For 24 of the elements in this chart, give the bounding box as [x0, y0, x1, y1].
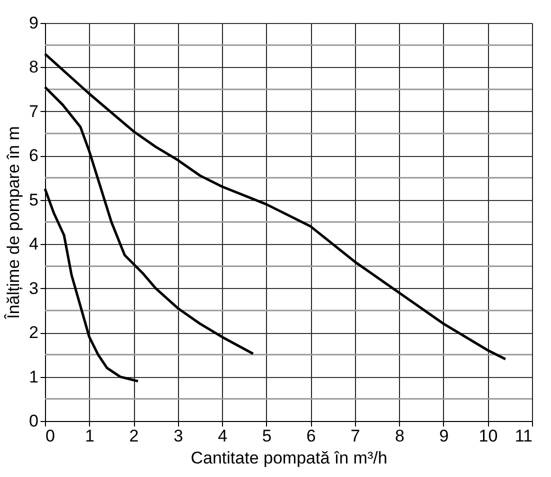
x-tick-label: 1 [85, 426, 95, 446]
y-tick-label: 2 [29, 323, 38, 342]
x-tick-label: 6 [306, 426, 316, 446]
y-tick-label: 0 [29, 412, 38, 430]
y-tick-label: 7 [29, 102, 38, 121]
x-tick-label: 11 [514, 426, 532, 446]
y-tick-label: 3 [29, 278, 38, 298]
x-tick-label: 7 [350, 426, 360, 446]
y-tick-label: 1 [29, 367, 38, 386]
x-tick-label: 4 [218, 426, 228, 446]
x-tick-label: 10 [478, 426, 498, 446]
x-tick-label: 0 [46, 426, 55, 446]
x-axis-title: Cantitate pompată în m³/h [190, 448, 388, 468]
y-tick-label: 8 [29, 58, 38, 77]
x-tick-label: 3 [174, 426, 184, 446]
y-tick-label: 5 [29, 190, 38, 210]
y-axis-title: Înălțime de pompare în m [4, 126, 24, 320]
x-tick-label: 9 [439, 426, 449, 446]
y-tick-label: 6 [29, 146, 38, 166]
x-tick-label: 8 [394, 426, 404, 446]
x-tick-label: 2 [129, 426, 139, 446]
y-tick-label: 9 [29, 14, 38, 32]
x-tick-label: 5 [262, 426, 272, 446]
y-tick-label: 4 [29, 234, 38, 254]
